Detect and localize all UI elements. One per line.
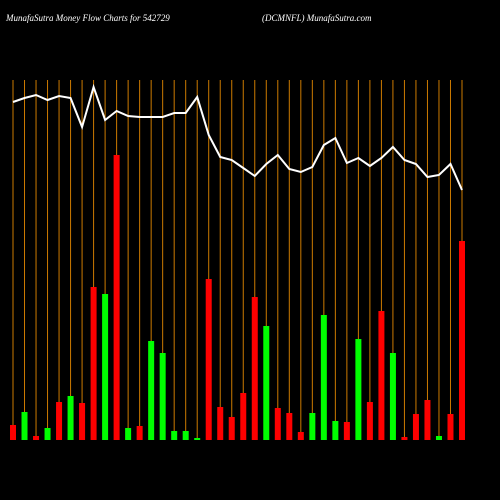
bar — [297, 432, 304, 440]
bar — [378, 311, 385, 440]
bar — [113, 155, 120, 440]
bar — [10, 425, 16, 440]
bar — [171, 431, 178, 440]
bar — [251, 297, 258, 440]
bar — [355, 339, 362, 440]
bar — [217, 407, 224, 440]
bar — [343, 422, 350, 440]
bar — [194, 438, 201, 440]
bar — [286, 413, 293, 440]
bar — [102, 294, 109, 440]
bar — [459, 241, 465, 440]
bar — [182, 431, 189, 440]
bar — [205, 279, 212, 440]
bar — [447, 414, 454, 440]
money-flow-line — [12, 83, 463, 191]
bar — [44, 428, 51, 440]
bar — [56, 402, 63, 440]
bar — [21, 412, 28, 440]
bar — [424, 400, 431, 440]
bar — [412, 414, 419, 440]
bar — [401, 437, 408, 440]
bar — [320, 315, 327, 440]
chart-title: MunafaSutra Money Flow Charts for 542729 — [5, 13, 170, 23]
bar — [125, 428, 132, 440]
bar — [263, 326, 270, 440]
bar — [332, 421, 339, 440]
bar — [136, 426, 143, 440]
bar — [274, 408, 281, 440]
bar — [309, 413, 316, 440]
bar — [148, 341, 155, 440]
bar — [90, 287, 97, 440]
chart-subtitle: (DCMNFL) MunafaSutra.com — [262, 13, 372, 23]
bar — [389, 353, 396, 440]
bar — [159, 353, 166, 440]
bar — [79, 403, 86, 440]
bar — [228, 417, 235, 440]
bar — [67, 396, 74, 440]
bar — [435, 436, 442, 440]
bar — [240, 393, 247, 440]
bar — [366, 402, 373, 440]
bar — [33, 436, 40, 440]
